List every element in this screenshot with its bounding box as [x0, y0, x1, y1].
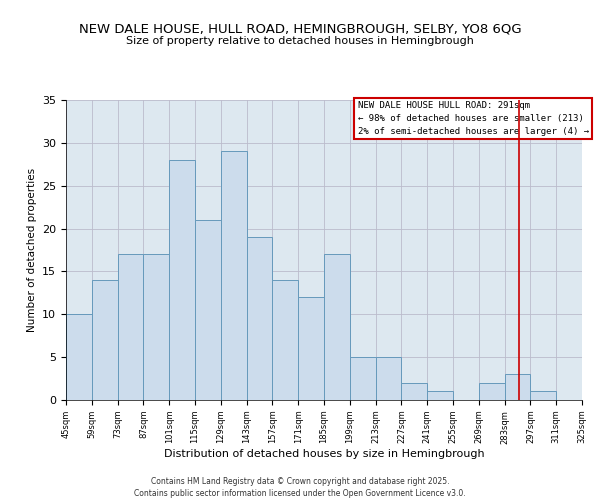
Bar [298, 297, 324, 400]
Bar [169, 160, 195, 400]
Bar [376, 357, 401, 400]
Text: NEW DALE HOUSE, HULL ROAD, HEMINGBROUGH, SELBY, YO8 6QG: NEW DALE HOUSE, HULL ROAD, HEMINGBROUGH,… [79, 22, 521, 36]
Bar [143, 254, 169, 400]
Bar [530, 392, 556, 400]
Text: Contains public sector information licensed under the Open Government Licence v3: Contains public sector information licen… [134, 489, 466, 498]
Bar [272, 280, 298, 400]
Bar [92, 280, 118, 400]
Bar [324, 254, 350, 400]
Bar [66, 314, 92, 400]
Bar [505, 374, 530, 400]
Bar [195, 220, 221, 400]
Text: NEW DALE HOUSE HULL ROAD: 291sqm
← 98% of detached houses are smaller (213)
2% o: NEW DALE HOUSE HULL ROAD: 291sqm ← 98% o… [358, 102, 589, 136]
Bar [118, 254, 143, 400]
Text: Size of property relative to detached houses in Hemingbrough: Size of property relative to detached ho… [126, 36, 474, 46]
Bar [479, 383, 505, 400]
Bar [427, 392, 453, 400]
Bar [350, 357, 376, 400]
Bar [401, 383, 427, 400]
X-axis label: Distribution of detached houses by size in Hemingbrough: Distribution of detached houses by size … [164, 449, 484, 459]
Text: Contains HM Land Registry data © Crown copyright and database right 2025.: Contains HM Land Registry data © Crown c… [151, 478, 449, 486]
Bar [247, 237, 272, 400]
Bar [221, 152, 247, 400]
Y-axis label: Number of detached properties: Number of detached properties [26, 168, 37, 332]
